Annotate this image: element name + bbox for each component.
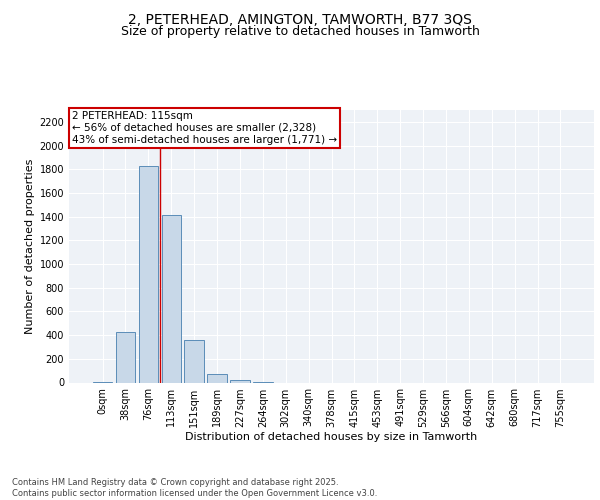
Text: Size of property relative to detached houses in Tamworth: Size of property relative to detached ho… — [121, 25, 479, 38]
Text: Contains HM Land Registry data © Crown copyright and database right 2025.
Contai: Contains HM Land Registry data © Crown c… — [12, 478, 377, 498]
Y-axis label: Number of detached properties: Number of detached properties — [25, 158, 35, 334]
Bar — [139, 166, 158, 382]
Text: 2, PETERHEAD, AMINGTON, TAMWORTH, B77 3QS: 2, PETERHEAD, AMINGTON, TAMWORTH, B77 3Q… — [128, 12, 472, 26]
Bar — [184, 340, 204, 382]
X-axis label: Distribution of detached houses by size in Tamworth: Distribution of detached houses by size … — [185, 432, 478, 442]
Bar — [116, 332, 135, 382]
Bar — [230, 380, 250, 382]
Bar — [208, 374, 227, 382]
Bar — [161, 215, 181, 382]
Text: 2 PETERHEAD: 115sqm
← 56% of detached houses are smaller (2,328)
43% of semi-det: 2 PETERHEAD: 115sqm ← 56% of detached ho… — [71, 112, 337, 144]
